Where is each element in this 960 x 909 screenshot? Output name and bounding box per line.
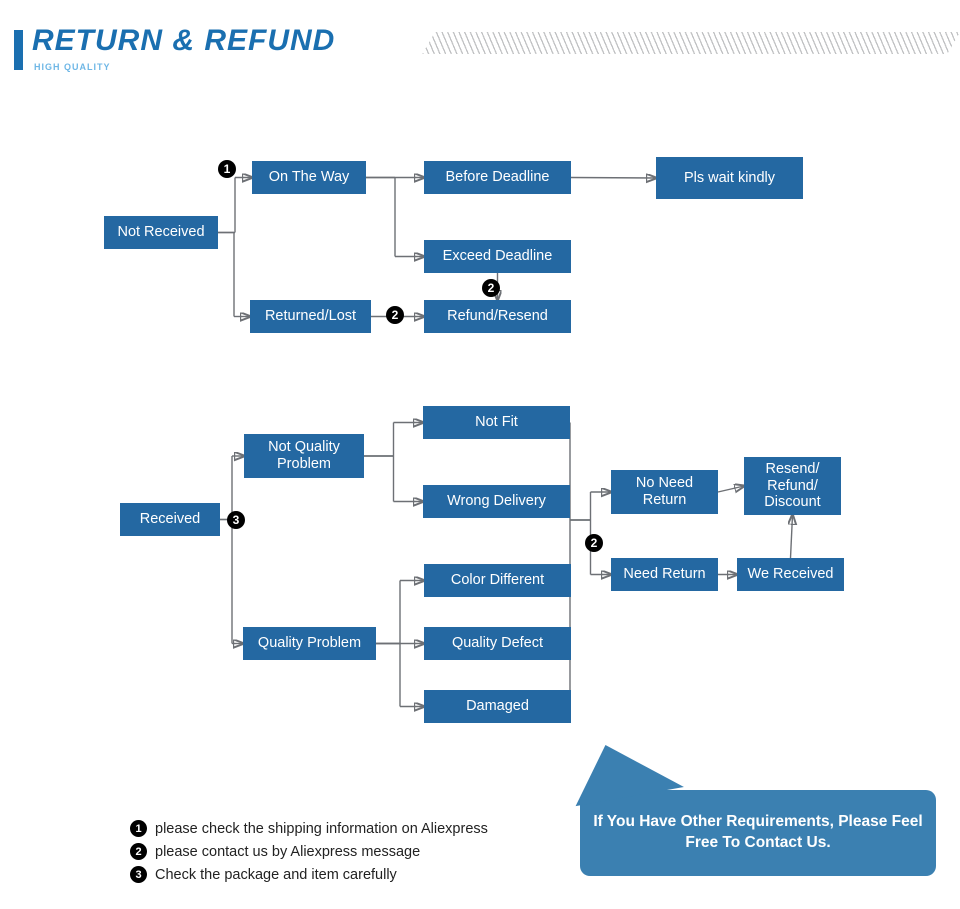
marker-2: 2 <box>482 279 500 297</box>
node-no-need-return: No Need Return <box>611 470 718 514</box>
footnote-2: 2 please contact us by Aliexpress message <box>130 843 488 860</box>
node-received: Received <box>120 503 220 536</box>
node-pls-wait: Pls wait kindly <box>656 157 803 199</box>
flow-wires <box>0 0 960 909</box>
node-not-received: Not Received <box>104 216 218 249</box>
footnote-text: please contact us by Aliexpress message <box>155 844 420 860</box>
footnote-marker: 3 <box>130 866 147 883</box>
node-damaged: Damaged <box>424 690 571 723</box>
node-on-the-way: On The Way <box>252 161 366 194</box>
footnote-marker: 1 <box>130 820 147 837</box>
node-before-deadline: Before Deadline <box>424 161 571 194</box>
footnote-text: please check the shipping information on… <box>155 821 488 837</box>
footnote-3: 3 Check the package and item carefully <box>130 866 488 883</box>
node-not-fit: Not Fit <box>423 406 570 439</box>
node-we-received: We Received <box>737 558 844 591</box>
node-quality-defect: Quality Defect <box>424 627 571 660</box>
footnote-text: Check the package and item carefully <box>155 867 397 883</box>
node-wrong-delivery: Wrong Delivery <box>423 485 570 518</box>
marker-2: 2 <box>386 306 404 324</box>
marker-3: 3 <box>227 511 245 529</box>
node-resend-refund-disc: Resend/ Refund/ Discount <box>744 457 841 515</box>
node-color-diff: Color Different <box>424 564 571 597</box>
node-need-return: Need Return <box>611 558 718 591</box>
node-quality-problem: Quality Problem <box>243 627 376 660</box>
contact-callout: If You Have Other Requirements, Please F… <box>580 790 936 876</box>
footnote-1: 1 please check the shipping information o… <box>130 820 488 837</box>
marker-1: 1 <box>218 160 236 178</box>
node-not-q-problem: Not Quality Problem <box>244 434 364 478</box>
node-returned-lost: Returned/Lost <box>250 300 371 333</box>
footnote-marker: 2 <box>130 843 147 860</box>
node-exceed-deadline: Exceed Deadline <box>424 240 571 273</box>
marker-2: 2 <box>585 534 603 552</box>
footnotes: 1 please check the shipping information o… <box>130 820 488 889</box>
node-refund-resend: Refund/Resend <box>424 300 571 333</box>
flow-canvas: Not Received On The Way Returned/Lost Befor… <box>0 0 960 909</box>
